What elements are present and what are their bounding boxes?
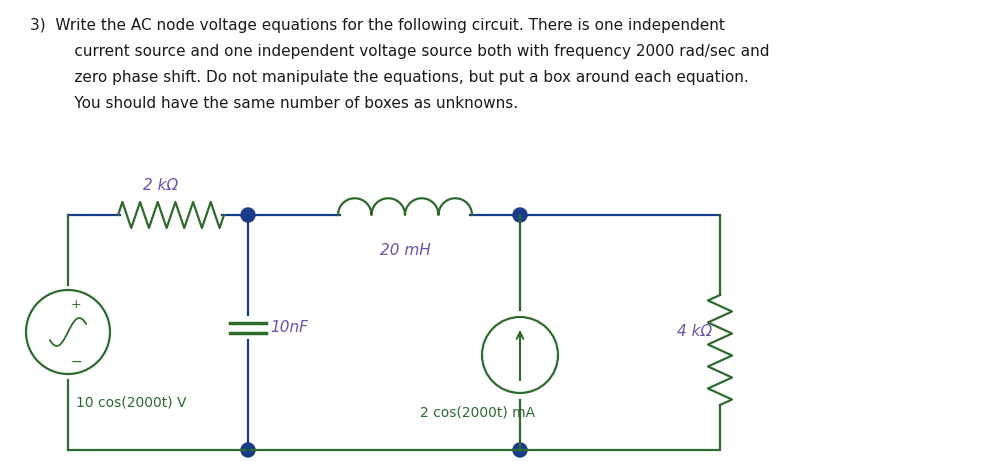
Circle shape: [241, 208, 255, 222]
Text: 10nF: 10nF: [270, 320, 308, 336]
Text: 4 kΩ: 4 kΩ: [676, 325, 712, 339]
Text: 2 cos(2000t) mA: 2 cos(2000t) mA: [420, 405, 535, 419]
Text: 20 mH: 20 mH: [380, 243, 430, 258]
Text: 2 kΩ: 2 kΩ: [143, 178, 179, 193]
Circle shape: [513, 443, 527, 457]
Text: zero phase shift. Do not manipulate the equations, but put a box around each equ: zero phase shift. Do not manipulate the …: [50, 70, 749, 85]
Text: current source and one independent voltage source both with frequency 2000 rad/s: current source and one independent volta…: [50, 44, 769, 59]
Circle shape: [513, 208, 527, 222]
Text: −: −: [70, 355, 82, 369]
Text: +: +: [70, 298, 81, 310]
Text: 3)  Write the AC node voltage equations for the following circuit. There is one : 3) Write the AC node voltage equations f…: [30, 18, 725, 33]
Text: You should have the same number of boxes as unknowns.: You should have the same number of boxes…: [50, 96, 518, 111]
Circle shape: [241, 443, 255, 457]
Text: 10 cos(2000t) V: 10 cos(2000t) V: [76, 395, 187, 409]
